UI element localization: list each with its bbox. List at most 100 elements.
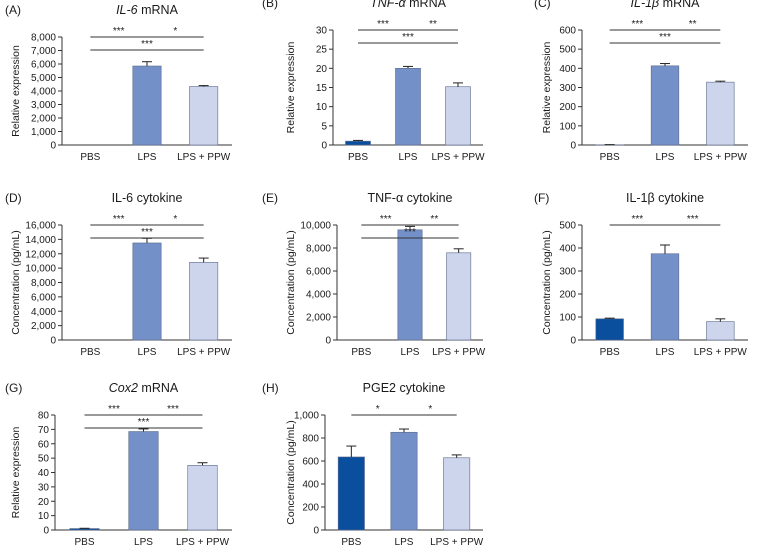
panel-d-bar-3	[189, 262, 219, 341]
panel-f-y-tick-label: 500	[559, 221, 576, 232]
panel-f-y-tick-label: 100	[559, 313, 576, 324]
panel-b-y-tick-label: 0	[321, 141, 327, 152]
panel-g-y-tick-label: 60	[38, 439, 50, 450]
panel-e-y-tick-label: 10,000	[300, 221, 331, 232]
panel-d-y-tick-label: 14,000	[25, 235, 56, 246]
panel-d-y-tick-label: 12,000	[25, 249, 56, 260]
panel-e-bar-3	[446, 252, 472, 341]
panel-h-title: PGE2 cytokine	[363, 381, 446, 395]
panel-g-significance-label-2: ***	[108, 404, 120, 415]
panel-f-bar-3	[706, 321, 735, 341]
panel-b-y-tick-label: 5	[321, 121, 327, 132]
panel-c-y-tick-label: 300	[559, 83, 576, 94]
panel-h-x-tick-label: LPS	[395, 537, 414, 548]
panel-c-significance-label-2: ***	[631, 19, 643, 30]
panel-h-y-axis-label: Concentration (pg/mL)	[285, 420, 297, 524]
panel-g-bar-3	[187, 465, 218, 531]
panel-c-y-tick-label: 600	[559, 26, 576, 37]
panel-c-y-tick-label: 100	[559, 121, 576, 132]
panel-c-y-tick-label: 500	[559, 45, 576, 56]
panel-h-y-tick-label: 600	[302, 457, 319, 468]
panel-f-y-tick-label: 300	[559, 267, 576, 278]
panel-e-y-tick-label: 2,000	[306, 313, 331, 324]
panel-g-y-tick-label: 50	[38, 454, 50, 465]
panel-a-significance-label-1: ***	[141, 39, 153, 50]
panel-d-x-tick-label: LPS	[138, 347, 157, 358]
panel-f-significance-label-1: ***	[631, 214, 643, 225]
panel-h-bar-1	[337, 456, 365, 531]
panel-e-bar-2	[397, 229, 423, 341]
panel-c-y-tick-label: 0	[570, 141, 576, 152]
panel-b-tag: (B)	[262, 0, 278, 10]
panel-d-y-axis-label: Concentration (pg/mL)	[10, 230, 22, 334]
panel-b-bar-3	[445, 86, 471, 146]
panel-f-y-tick-label: 200	[559, 290, 576, 301]
panel-g-title: Cox2 mRNA	[109, 381, 179, 395]
panel-d-y-tick-label: 6,000	[31, 292, 56, 303]
panel-d-y-tick-label: 10,000	[25, 264, 56, 275]
panel-g-bar-1	[69, 528, 100, 531]
panel-b-x-tick-label: LPS + PPW	[431, 152, 485, 163]
panel-a-y-tick-label: 7,000	[31, 46, 56, 57]
panel-g-y-tick-label: 20	[38, 497, 50, 508]
panel-b-bar-1	[345, 140, 371, 146]
panel-c-significance-label-3: **	[689, 19, 697, 30]
panel-g-x-tick-label: PBS	[74, 537, 94, 548]
panel-a-y-tick-label: 5,000	[31, 73, 56, 84]
panel-h-y-tick-label: 400	[302, 480, 319, 491]
panel-g-y-axis-label: Relative expression	[10, 427, 22, 519]
panel-h-bar-2	[390, 431, 418, 531]
panel-b-y-tick-label: 25	[316, 45, 328, 56]
panel-h-significance-label-1: *	[376, 404, 380, 415]
panel-d-title: IL-6 cytokine	[112, 191, 183, 205]
panel-d-significance-label-1: ***	[141, 227, 153, 238]
panel-d-significance-label-2: ***	[113, 214, 125, 225]
panel-h-bar-3	[443, 457, 471, 531]
panel-d-x-tick-label: PBS	[80, 347, 100, 358]
panel-f-y-tick-label: 0	[570, 336, 576, 347]
panel-e-significance-label-2: ***	[380, 214, 392, 225]
panel-b-x-tick-label: PBS	[348, 152, 368, 163]
panel-h-x-tick-label: PBS	[341, 537, 361, 548]
panel-a-significance-label-3: *	[173, 26, 177, 37]
panel-b-y-tick-label: 20	[316, 64, 328, 75]
panel-a-significance-label-2: ***	[113, 26, 125, 37]
panel-h-y-tick-label: 1,000	[294, 411, 319, 422]
panel-e-significance-label-3: **	[430, 214, 438, 225]
panel-a-bar-3	[189, 86, 219, 146]
panel-c-tag: (C)	[534, 0, 551, 10]
panel-e-significance-label-1: ***	[404, 227, 416, 238]
panel-a-y-tick-label: 6,000	[31, 60, 56, 71]
panel-f-x-tick-label: LPS + PPW	[694, 347, 748, 358]
panel-g-significance-label-1: ***	[138, 417, 150, 428]
panel-e-x-tick-label: LPS + PPW	[432, 347, 486, 358]
panel-g-y-tick-label: 70	[38, 425, 50, 436]
panel-d-bar-2	[132, 242, 162, 341]
panel-g-tag: (G)	[5, 381, 22, 395]
panel-a-y-axis-label: Relative expression	[10, 45, 22, 137]
panel-g-x-tick-label: LPS	[134, 537, 153, 548]
panel-a-x-tick-label: PBS	[80, 152, 100, 163]
panel-g-bar-2	[128, 431, 159, 531]
panel-e-title: TNF-α cytokine	[367, 191, 452, 205]
panel-c-bar-2	[650, 65, 680, 146]
panel-h-significance-label-2: *	[428, 404, 432, 415]
panel-d-x-tick-label: LPS + PPW	[177, 347, 231, 358]
panel-e-x-tick-label: LPS	[401, 347, 420, 358]
panel-e-y-tick-label: 4,000	[306, 290, 331, 301]
panel-b-bar-2	[395, 68, 421, 146]
panel-b-title: TNF-α mRNA	[370, 0, 447, 10]
panel-g-y-tick-label: 30	[38, 482, 50, 493]
panel-b-x-tick-label: LPS	[399, 152, 418, 163]
panel-d-y-tick-label: 16,000	[25, 221, 56, 232]
panel-d-tag: (D)	[5, 191, 22, 205]
panel-e-y-tick-label: 8,000	[306, 244, 331, 255]
panel-e-y-tick-label: 0	[325, 336, 331, 347]
panel-f-y-tick-label: 400	[559, 244, 576, 255]
panel-e-y-tick-label: 6,000	[306, 267, 331, 278]
panel-a-tag: (A)	[5, 3, 21, 17]
panel-g-y-tick-label: 40	[38, 468, 50, 479]
panel-c-y-tick-label: 400	[559, 64, 576, 75]
panel-h-x-tick-label: LPS + PPW	[430, 537, 484, 548]
